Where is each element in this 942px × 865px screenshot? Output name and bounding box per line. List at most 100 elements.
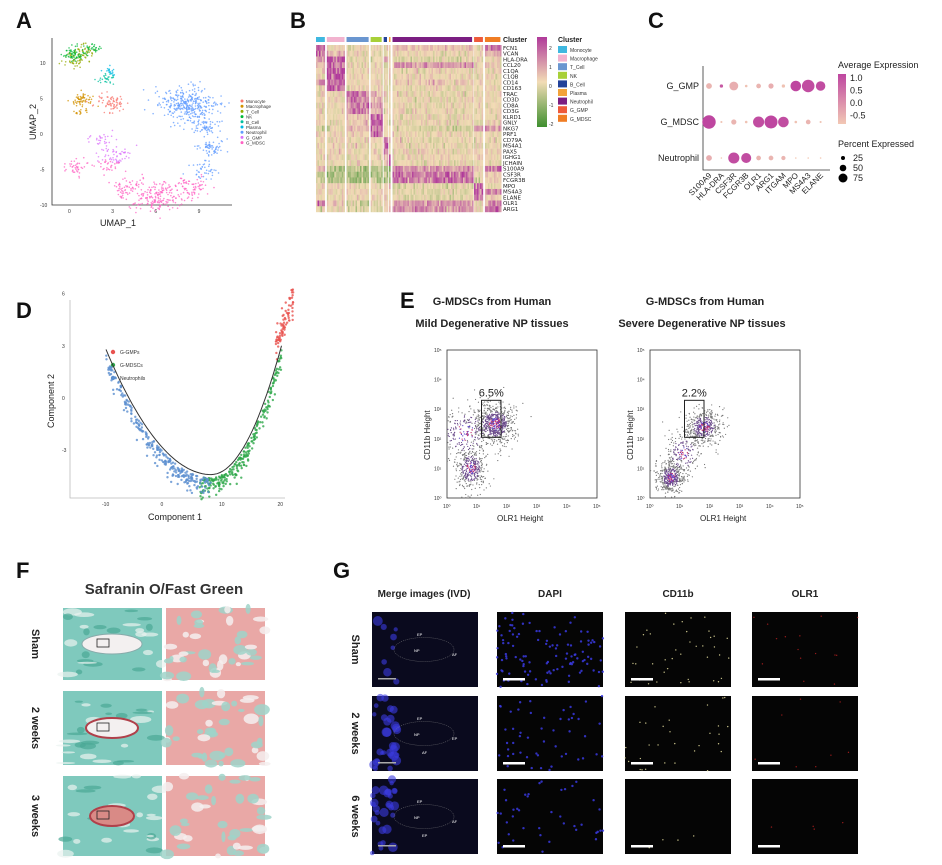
cluster-legend-label: G_MDSC [570,117,592,123]
heatmap-cell [323,91,326,98]
heatmap-cell [355,142,358,149]
heatmap-cell [427,160,429,167]
umap-point [180,111,183,113]
heatmap-cell [416,91,419,98]
heatmap-cell [376,108,379,115]
heatmap-cell [401,171,404,178]
heatmap-cell [389,125,391,132]
heatmap-cell [386,68,389,74]
umap-point [167,199,170,201]
umap-point [115,162,118,164]
heatmap-cell [495,125,498,132]
trajectory-point [284,317,287,321]
umap-point [109,100,111,103]
heatmap-cell [394,160,396,167]
heatmap-cell [407,131,410,138]
heatmap-cell [424,79,426,86]
heatmap-cell [386,142,389,149]
heatmap-cell [323,206,326,213]
heatmap-cell [461,114,464,121]
heatmap-cell [427,171,429,178]
heatmap-cell [434,114,437,121]
heatmap-cell [431,148,434,155]
heatmap-cell [376,154,379,161]
umap-point [161,186,163,188]
heatmap-cell [481,102,484,109]
umap-point [84,52,87,54]
heatmap-cell [343,79,345,86]
heatmap-cell [381,171,383,178]
umap-point [80,99,82,101]
heatmap-cell [464,79,467,86]
umap-point [202,187,204,190]
umap-point [71,57,74,59]
heatmap-cell [451,91,453,98]
heatmap-cell [463,45,465,51]
heatmap-cell [372,160,374,167]
heatmap-cell [335,165,338,172]
heatmap-cell [487,137,490,144]
umap-point [226,150,229,153]
heatmap-cell [341,108,344,115]
heatmap-cell [496,108,499,115]
heatmap-cell [398,137,401,144]
trajectory-point [283,333,286,336]
heatmap-gene-label: GNLY [503,121,518,127]
heatmap-cell [477,206,479,213]
heatmap-cell [413,142,416,149]
heatmap-cell [367,177,370,184]
heatmap-cell [463,131,465,138]
heatmap-cell [445,125,447,132]
heatmap-cell [373,165,376,172]
heatmap-cell [343,119,345,126]
heatmap-cell [455,137,458,144]
heatmap-cell [335,125,338,132]
umap-point [167,108,170,111]
heatmap-cell [498,108,501,115]
heatmap-cell [341,62,344,69]
umap-point [187,83,190,86]
umap-point [69,51,71,54]
heatmap-cell [437,177,440,184]
heatmap-cell [422,114,425,121]
heatmap-cell [385,79,387,86]
heatmap-cell [416,119,419,126]
heatmap-cell [375,194,377,201]
umap-point [207,172,210,175]
heatmap-cell [422,108,425,115]
umap-point [168,191,171,194]
heatmap-cell [449,102,452,109]
heatmap-cell [443,79,446,86]
heatmap-cell [340,125,342,132]
heatmap-cell [394,96,396,103]
umap-point [77,168,80,171]
heatmap-cell [410,200,413,207]
heatmap-cell [320,50,323,57]
umap-point [202,101,205,103]
heatmap-cell [358,200,361,207]
umap-point [217,149,219,151]
heatmap-cell [383,131,386,138]
heatmap-cell [449,148,452,155]
heatmap-cell [373,79,376,86]
umap-point [188,116,191,118]
umap-point [167,205,169,208]
heatmap-cell [492,142,495,149]
heatmap-cell [496,200,499,207]
umap-point [87,94,89,97]
heatmap-cell [331,125,333,132]
heatmap-cell [437,68,440,74]
heatmap-cell [409,68,411,74]
heatmap-cell [328,165,330,172]
umap-point [90,98,93,101]
heatmap-cell [451,183,453,190]
heatmap-cell [379,62,382,69]
umap-point [163,197,165,200]
umap-point [211,121,214,124]
heatmap-cell [481,137,484,144]
heatmap-cell [340,148,342,155]
heatmap-cell [442,119,444,126]
heatmap-cell [392,119,395,126]
umap-point [154,186,157,189]
heatmap-cell [389,68,391,74]
